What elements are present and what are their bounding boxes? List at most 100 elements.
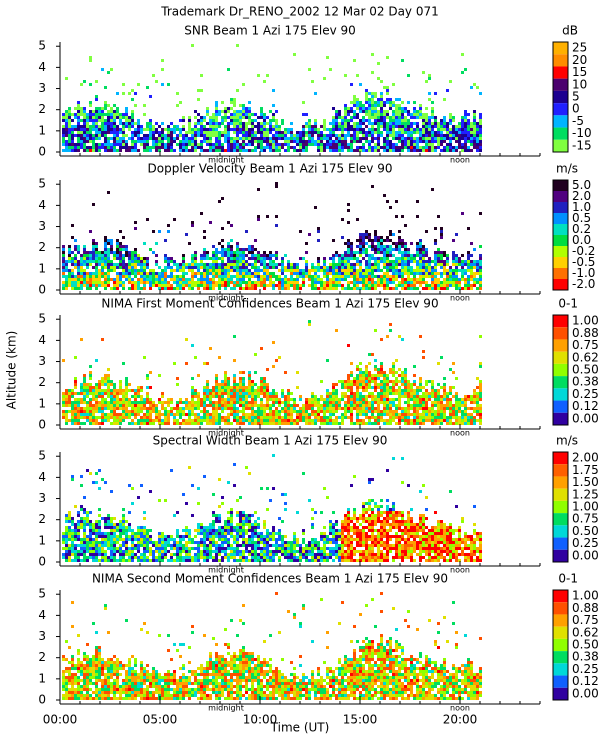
field-cell [77, 281, 80, 284]
field-cell [275, 419, 278, 422]
field-cell [347, 386, 350, 389]
field-cell [155, 263, 158, 266]
field-cell [284, 416, 287, 419]
field-cell [329, 149, 332, 152]
field-cell [125, 410, 128, 413]
field-cell [281, 278, 284, 281]
field-cell [287, 128, 290, 131]
field-cell [401, 263, 404, 266]
field-cell [335, 143, 338, 146]
field-cell [383, 287, 386, 290]
field-cell [188, 116, 191, 119]
field-cell [170, 401, 173, 404]
field-cell [377, 407, 380, 410]
field-cell [206, 266, 209, 269]
field-cell [365, 101, 368, 104]
field-cell [191, 413, 194, 416]
field-cell [98, 392, 101, 395]
field-cell [341, 416, 344, 419]
field-cell [449, 140, 452, 143]
field-cell [473, 113, 476, 116]
field-cell [431, 404, 434, 407]
field-cell [113, 140, 116, 143]
field-cell [386, 146, 389, 149]
field-cell [425, 107, 428, 110]
field-cell [332, 410, 335, 413]
field-cell [206, 281, 209, 284]
field-cell [320, 140, 323, 143]
field-cell [194, 422, 197, 425]
field-cell [362, 278, 365, 281]
field-cell [80, 410, 83, 413]
field-cell [242, 140, 245, 143]
field-cell [392, 122, 395, 125]
field-cell [449, 146, 452, 149]
field-cell [383, 410, 386, 413]
field-cell [242, 395, 245, 398]
field-cell [206, 107, 209, 110]
field-cell [383, 404, 386, 407]
field-cell [146, 134, 149, 137]
field-cell [122, 116, 125, 119]
field-cell [224, 134, 227, 137]
field-cell [311, 143, 314, 146]
field-cell [116, 395, 119, 398]
field-cell [77, 287, 80, 290]
field-cell [314, 416, 317, 419]
field-cell [419, 383, 422, 386]
field-cell [236, 389, 239, 392]
field-cell [242, 278, 245, 281]
field-cell [80, 281, 83, 284]
field-cell [110, 395, 113, 398]
field-cell [332, 278, 335, 281]
field-cell [212, 284, 215, 287]
field-cell [263, 80, 266, 83]
field-cell [419, 407, 422, 410]
field-cell [371, 254, 374, 257]
field-cell [95, 278, 98, 281]
field-cell [86, 134, 89, 137]
field-cell [428, 416, 431, 419]
field-cell [431, 422, 434, 425]
field-cell [392, 398, 395, 401]
field-cell [302, 272, 305, 275]
field-cell [257, 389, 260, 392]
field-cell [386, 269, 389, 272]
field-cell [179, 398, 182, 401]
field-cell [386, 89, 389, 92]
field-cell [101, 377, 104, 380]
field-cell [137, 419, 140, 422]
field-cell [401, 140, 404, 143]
field-cell [455, 125, 458, 128]
field-cell [350, 140, 353, 143]
field-cell [215, 395, 218, 398]
field-cell [332, 107, 335, 110]
field-cell [392, 101, 395, 104]
field-cell [215, 404, 218, 407]
colorbar-label: -15 [572, 138, 592, 152]
field-cell [398, 230, 401, 233]
field-cell [440, 134, 443, 137]
field-cell [332, 239, 335, 242]
field-cell [410, 404, 413, 407]
field-cell [392, 137, 395, 140]
field-cell [275, 182, 278, 185]
field-cell [149, 287, 152, 290]
field-cell [431, 272, 434, 275]
field-cell [68, 146, 71, 149]
field-cell [395, 257, 398, 260]
field-cell [377, 146, 380, 149]
field-cell [476, 269, 479, 272]
field-cell [83, 374, 86, 377]
field-cell [191, 128, 194, 131]
field-cell [92, 275, 95, 278]
field-cell [152, 137, 155, 140]
field-cell [122, 389, 125, 392]
field-cell [383, 110, 386, 113]
field-cell [83, 248, 86, 251]
field-cell [341, 143, 344, 146]
field-cell [431, 125, 434, 128]
field-cell [272, 116, 275, 119]
field-cell [116, 389, 119, 392]
field-cell [341, 422, 344, 425]
